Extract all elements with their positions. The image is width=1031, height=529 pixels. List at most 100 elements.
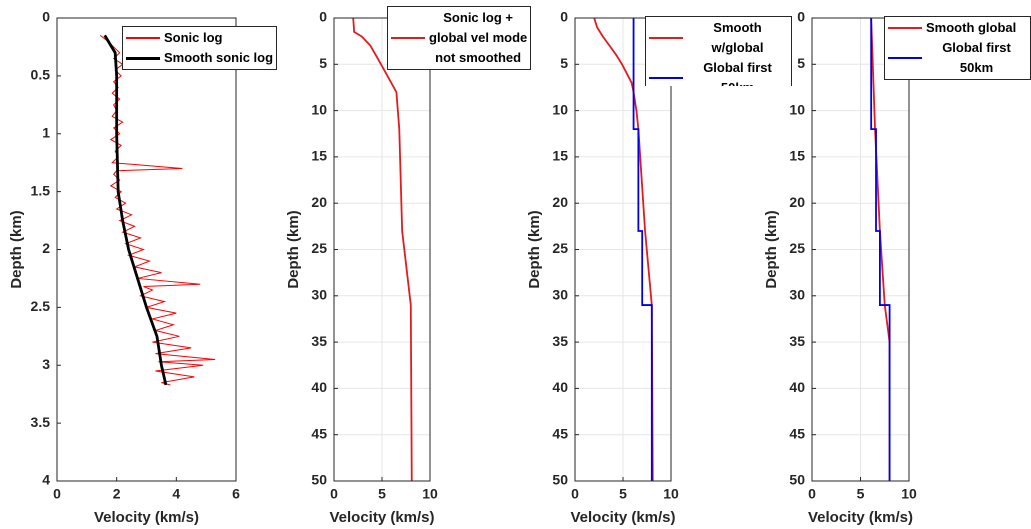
legend-box: Smooth w/global Global first 50km [645, 16, 792, 86]
legend-swatch [391, 37, 425, 39]
legend-label: Smooth sonic log [164, 50, 274, 65]
y-axis-label: Depth (km) [8, 210, 25, 288]
legend-label: Global first 50km [703, 60, 772, 86]
y-tick-label: 1.5 [31, 182, 51, 198]
y-tick-label: 45 [311, 425, 327, 441]
y-tick-label: 35 [789, 333, 805, 349]
axes-box [574, 17, 672, 482]
x-tick-label: 4 [172, 486, 180, 502]
legend-label: Sonic log [164, 30, 223, 45]
series-line [103, 34, 168, 386]
legend-label: Smooth global [926, 20, 1017, 35]
legend-entry: Smooth global [888, 18, 1027, 38]
x-tick-label: 0 [53, 486, 61, 502]
legend-box: Sonic log Smooth sonic log [122, 26, 278, 70]
y-tick-label: 50 [552, 472, 568, 488]
legend: Sonic log + global vel mode not smoothed [387, 6, 532, 70]
legend-swatch [126, 56, 160, 60]
legend: Smooth global Global first 50km [884, 16, 1031, 80]
y-tick-label: 45 [552, 425, 568, 441]
y-tick-label: 20 [552, 194, 568, 210]
y-tick-label: 0 [42, 9, 50, 25]
series-line [593, 17, 654, 482]
legend-entry: Smooth sonic log [126, 48, 273, 68]
legend-swatch [888, 57, 922, 59]
y-axis-label: Depth (km) [285, 210, 302, 288]
axes-box [56, 17, 237, 482]
legend-entry: Smooth w/global [649, 18, 788, 58]
x-tick-label: 6 [232, 486, 240, 502]
y-axis-label: Depth (km) [526, 210, 543, 288]
y-tick-label: 30 [789, 287, 805, 303]
y-tick-label: 30 [552, 287, 568, 303]
y-tick-label: 5 [560, 55, 568, 71]
y-tick-label: 25 [552, 240, 568, 256]
y-tick-label: 15 [311, 148, 327, 164]
y-tick-label: 15 [789, 148, 805, 164]
y-tick-label: 0 [797, 9, 805, 25]
legend-swatch [649, 77, 683, 79]
y-tick-label: 3.5 [31, 414, 51, 430]
y-tick-label: 3 [42, 356, 50, 372]
y-tick-label: 0 [560, 9, 568, 25]
legend-label: Global first 50km [942, 40, 1011, 75]
axes-box [811, 17, 910, 482]
legend-swatch [126, 37, 160, 39]
legend-entry: Sonic log [126, 28, 273, 48]
x-tick-label: 2 [113, 486, 121, 502]
y-tick-label: 5 [319, 55, 327, 71]
y-tick-label: 10 [311, 101, 327, 117]
x-tick-label: 5 [378, 486, 386, 502]
y-tick-label: 1 [42, 124, 50, 140]
y-tick-label: 10 [552, 101, 568, 117]
y-tick-label: 50 [789, 472, 805, 488]
y-tick-label: 35 [311, 333, 327, 349]
legend: Smooth w/global Global first 50km [645, 16, 792, 86]
y-tick-label: 40 [311, 379, 327, 395]
x-axis-label: Velocity (km/s) [808, 509, 913, 526]
y-tick-label: 40 [789, 379, 805, 395]
y-tick-label: 4 [42, 472, 50, 488]
legend-entry: Global first 50km [888, 38, 1027, 78]
y-tick-label: 2 [42, 240, 50, 256]
x-tick-label: 10 [901, 486, 917, 502]
legend-swatch [649, 37, 683, 39]
x-tick-label: 10 [422, 486, 438, 502]
y-tick-label: 30 [311, 287, 327, 303]
x-axis-label: Velocity (km/s) [570, 509, 675, 526]
x-tick-label: 5 [619, 486, 627, 502]
y-tick-label: 20 [789, 194, 805, 210]
y-tick-label: 5 [797, 55, 805, 71]
series-line [352, 17, 413, 482]
y-tick-label: 0 [319, 9, 327, 25]
y-axis-label: Depth (km) [763, 210, 780, 288]
legend-label: Smooth w/global [711, 20, 764, 55]
series-line [870, 18, 891, 481]
axes-box [333, 17, 431, 482]
y-tick-label: 35 [552, 333, 568, 349]
legend-label: Sonic log + global vel mode not smoothed [429, 10, 528, 65]
y-tick-label: 0.5 [31, 67, 51, 83]
legend-box: Smooth global Global first 50km [884, 16, 1031, 80]
x-axis-label: Velocity (km/s) [329, 509, 434, 526]
y-tick-label: 2.5 [31, 298, 51, 314]
legend-box: Sonic log + global vel mode not smoothed [387, 6, 532, 70]
y-tick-label: 25 [789, 240, 805, 256]
legend-entry: Sonic log + global vel mode not smoothed [391, 8, 527, 68]
x-tick-label: 0 [808, 486, 816, 502]
x-axis-label: Velocity (km/s) [94, 509, 199, 526]
y-tick-label: 15 [552, 148, 568, 164]
x-tick-label: 5 [857, 486, 865, 502]
legend-swatch [888, 27, 922, 29]
x-tick-label: 0 [330, 486, 338, 502]
y-tick-label: 10 [789, 101, 805, 117]
x-tick-label: 0 [571, 486, 579, 502]
x-tick-label: 10 [663, 486, 679, 502]
legend: Sonic log Smooth sonic log [122, 26, 278, 70]
y-tick-label: 20 [311, 194, 327, 210]
y-tick-label: 25 [311, 240, 327, 256]
legend-entry: Global first 50km [649, 58, 788, 86]
y-tick-label: 45 [789, 425, 805, 441]
plot-area [57, 18, 236, 481]
series-line [632, 18, 653, 481]
